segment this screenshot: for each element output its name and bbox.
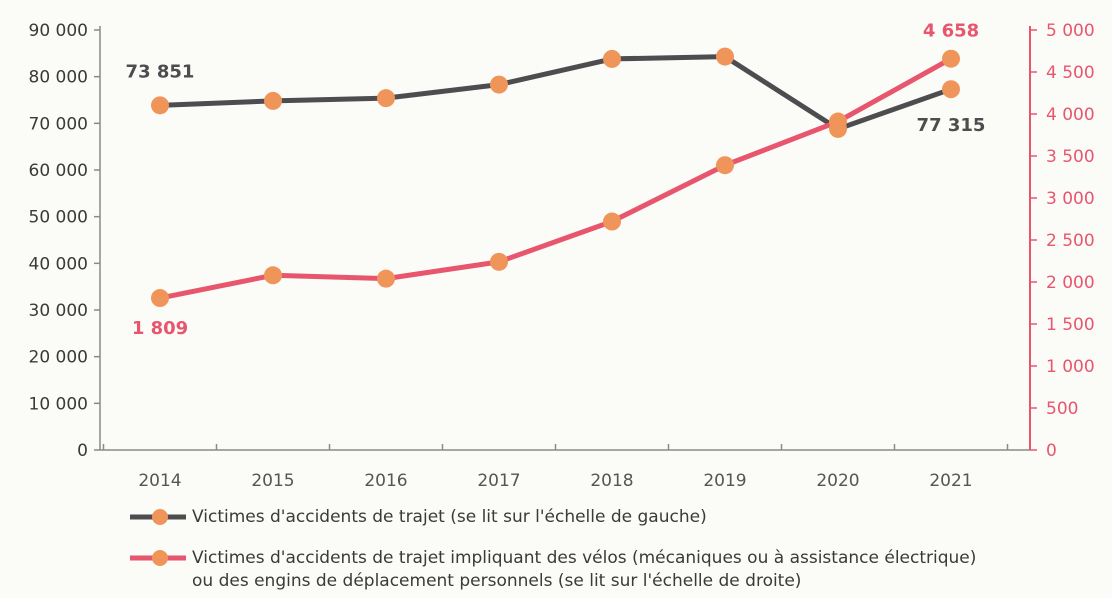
- series-0-point: [942, 80, 960, 99]
- legend-swatch-total: [130, 509, 186, 525]
- series-1-point: [603, 212, 621, 231]
- data-label: 4 658: [923, 21, 979, 42]
- line-chart: 0 10 000 20 000 30 000 40 000 50 000 60 000 70 …: [29, 21, 1095, 491]
- series-1-point: [264, 266, 282, 285]
- series-1-point: [716, 156, 734, 175]
- right-tick-label: 1 500: [1046, 315, 1095, 335]
- series-0-point: [151, 96, 169, 115]
- data-label: 77 315: [917, 115, 986, 136]
- series-layer: [151, 47, 960, 308]
- series-line-1: [159, 56, 953, 301]
- series-1-point: [151, 289, 169, 308]
- legend-swatch-bikes: [130, 550, 186, 566]
- x-tick-label: 2017: [477, 471, 520, 491]
- series-1-point: [377, 269, 395, 288]
- x-tick-label: 2019: [703, 471, 746, 491]
- x-tick-label: 2018: [590, 471, 633, 491]
- series-1-point: [942, 49, 960, 68]
- right-tick-label: 3 000: [1046, 189, 1095, 209]
- legend-label-bikes-line-2: ou des engins de déplacement personnels …: [192, 571, 802, 591]
- series-0-point: [716, 47, 734, 66]
- x-tick-label: 2014: [138, 471, 181, 491]
- data-label: 73 851: [126, 61, 195, 82]
- right-tick-label: 4 500: [1046, 63, 1095, 83]
- series-0-point: [264, 91, 282, 110]
- left-tick-label: 70 000: [29, 114, 88, 134]
- series-1-point: [829, 112, 847, 131]
- left-tick-label: 30 000: [29, 301, 88, 321]
- left-tick-label: 40 000: [29, 254, 88, 274]
- series-0-point: [490, 75, 508, 94]
- left-tick-label: 90 000: [29, 21, 88, 41]
- series-line-0: [159, 54, 952, 132]
- annotation-layer: 73 851 77 315 1 809 4 658: [126, 21, 986, 339]
- left-tick-label: 80 000: [29, 68, 88, 88]
- right-tick-label: 500: [1046, 399, 1078, 419]
- x-tick-label: 2016: [364, 471, 407, 491]
- left-tick-label: 60 000: [29, 161, 88, 181]
- right-tick-label: 1 000: [1046, 357, 1095, 377]
- left-tick-label: 0: [77, 441, 88, 461]
- right-tick-label: 2 500: [1046, 231, 1095, 251]
- legend-item-bikes: Victimes d'accidents de trajet impliquan…: [130, 547, 1090, 593]
- x-tick-label: 2015: [251, 471, 294, 491]
- right-tick-label: 5 000: [1046, 21, 1095, 41]
- legend-label-bikes-line-1: Victimes d'accidents de trajet impliquan…: [192, 548, 977, 568]
- x-axis: 2014 2015 2016 2017 2018 2019 2020 2021: [100, 444, 1030, 491]
- right-axis: 0 500 1 000 1 500 2 000 2 500 3 000 3 500 4 000 4…: [1029, 21, 1095, 461]
- x-tick-label: 2020: [816, 471, 859, 491]
- right-tick-label: 4 000: [1046, 105, 1095, 125]
- right-tick-label: 0: [1046, 441, 1057, 461]
- left-axis: 0 10 000 20 000 30 000 40 000 50 000 60 000 70 …: [29, 21, 101, 461]
- legend-label-total: Victimes d'accidents de trajet (se lit s…: [192, 507, 707, 527]
- left-tick-label: 20 000: [29, 348, 88, 368]
- left-tick-label: 10 000: [29, 394, 88, 414]
- legend-item-total: Victimes d'accidents de trajet (se lit s…: [130, 506, 1090, 529]
- legend: Victimes d'accidents de trajet (se lit s…: [130, 506, 1090, 593]
- x-tick-label: 2021: [929, 471, 972, 491]
- left-tick-label: 50 000: [29, 208, 88, 228]
- right-tick-label: 3 500: [1046, 147, 1095, 167]
- series-0-point: [377, 89, 395, 108]
- right-tick-label: 2 000: [1046, 273, 1095, 293]
- series-0-point: [603, 49, 621, 68]
- data-label: 1 809: [132, 318, 188, 339]
- series-1-point: [490, 252, 508, 271]
